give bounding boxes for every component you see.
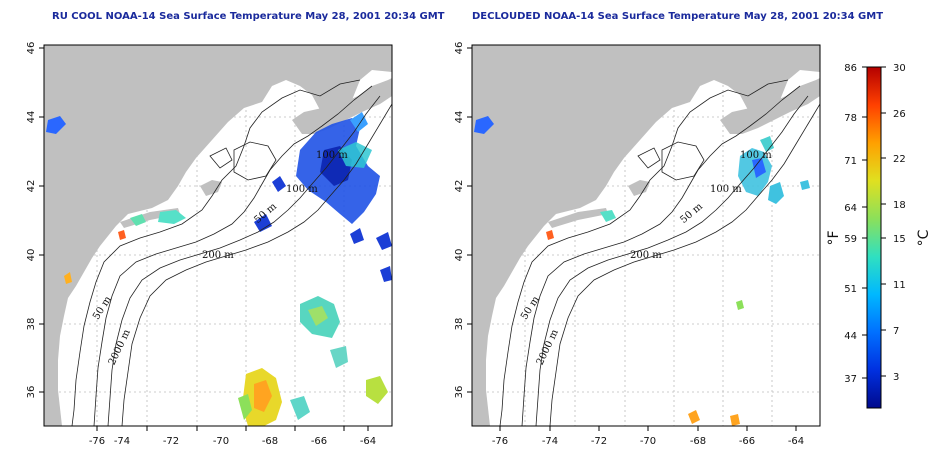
right-x-ticks: -76 -74 -72 -70 -68 -66 -64 [492, 426, 804, 447]
celsius-tick: 7 [893, 326, 899, 337]
left-xtick-label: -76 [89, 436, 105, 447]
left-land-mass [44, 45, 392, 426]
fahrenheit-tick: 64 [844, 203, 857, 214]
colorbar-scale [866, 66, 882, 409]
celsius-tick: 11 [893, 280, 906, 291]
fahrenheit-tick: 71 [844, 156, 857, 167]
left-x-ticks: -76 -74 -72 -70 -68 -66 -64 [89, 426, 376, 447]
right-xtick-label: -66 [739, 436, 755, 447]
right-sst-map: 100 m 100 m 50 m 200 m 50 m 2000 m -76 -… [454, 42, 821, 447]
fahrenheit-unit-label: °F [826, 230, 842, 245]
right-xtick-label: -68 [690, 436, 706, 447]
fahrenheit-tick: 37 [844, 374, 857, 385]
left-xtick-label: -68 [262, 436, 278, 447]
left-xtick-label: -66 [311, 436, 327, 447]
fahrenheit-tick: 86 [844, 63, 857, 74]
celsius-tick: 15 [893, 234, 906, 245]
fahrenheit-tick: 44 [844, 331, 857, 342]
left-ytick-label: 36 [26, 386, 37, 399]
right-xtick-label: -64 [788, 436, 804, 447]
right-xtick-label: -70 [640, 436, 656, 447]
celsius-tick: 30 [893, 63, 906, 74]
right-ytick-label: 42 [454, 180, 465, 193]
celsius-tick: 18 [893, 200, 906, 211]
right-plot-frame [471, 44, 821, 427]
left-ytick-label: 40 [26, 249, 37, 262]
left-contour-label-2: 100 m [286, 184, 318, 195]
celsius-tick: 3 [893, 372, 899, 383]
celsius-tick: 26 [893, 109, 906, 120]
right-ytick-label: 40 [454, 249, 465, 262]
right-nova-scotia [720, 78, 820, 134]
left-ytick-label: 46 [26, 42, 37, 55]
fahrenheit-tick: 59 [844, 234, 857, 245]
right-contour-label-1: 100 m [740, 150, 772, 161]
celsius-ticks: 30 26 22 18 15 11 7 3 [881, 63, 906, 383]
left-contour-label-1: 100 m [316, 150, 348, 161]
right-long-island [548, 208, 608, 228]
left-ytick-label: 42 [26, 180, 37, 193]
right-xtick-label: -74 [542, 436, 558, 447]
left-contour-label-4: 200 m [202, 250, 234, 261]
fahrenheit-tick: 78 [844, 113, 857, 124]
right-y-ticks: 46 44 42 40 38 36 [454, 42, 472, 399]
right-xtick-label: -72 [591, 436, 607, 447]
left-xtick-label: -64 [360, 436, 376, 447]
left-xtick-label: -72 [163, 436, 179, 447]
left-xtick-label: -70 [213, 436, 229, 447]
right-sst-patches [474, 116, 810, 426]
left-sst-map: 100 m 100 m 50 m 200 m 50 m 2000 m -76 -… [26, 42, 393, 447]
celsius-tick: 22 [893, 154, 906, 165]
left-nova-scotia [292, 78, 392, 134]
left-ytick-label: 44 [26, 111, 37, 124]
right-contour-label-2: 100 m [710, 184, 742, 195]
left-cape-cod [200, 180, 222, 196]
right-ytick-label: 44 [454, 111, 465, 124]
temperature-colorbar: °F °C 86 78 71 64 59 51 44 37 30 26 22 1… [826, 63, 932, 409]
left-y-ticks: 46 44 42 40 38 36 [26, 42, 44, 399]
left-ytick-label: 38 [26, 318, 37, 331]
right-ytick-label: 46 [454, 42, 465, 55]
right-contour-label-4: 200 m [630, 250, 662, 261]
left-bathymetry-contours [71, 79, 392, 426]
right-ytick-label: 36 [454, 386, 465, 399]
fahrenheit-tick: 51 [844, 284, 857, 295]
celsius-unit-label: °C [916, 229, 932, 246]
right-cape-cod [628, 180, 650, 196]
left-plot-frame [43, 44, 393, 427]
left-xtick-label: -74 [114, 436, 130, 447]
fahrenheit-ticks: 86 78 71 64 59 51 44 37 [844, 63, 867, 385]
right-bathymetry-contours [499, 79, 820, 426]
right-xtick-label: -76 [492, 436, 508, 447]
right-panel-title: DECLOUDED NOAA-14 Sea Surface Temperatur… [472, 11, 883, 22]
left-panel-title: RU COOL NOAA-14 Sea Surface Temperature … [52, 11, 445, 22]
right-ytick-label: 38 [454, 318, 465, 331]
right-land-mass [472, 45, 820, 426]
left-sst-patches [46, 112, 392, 426]
